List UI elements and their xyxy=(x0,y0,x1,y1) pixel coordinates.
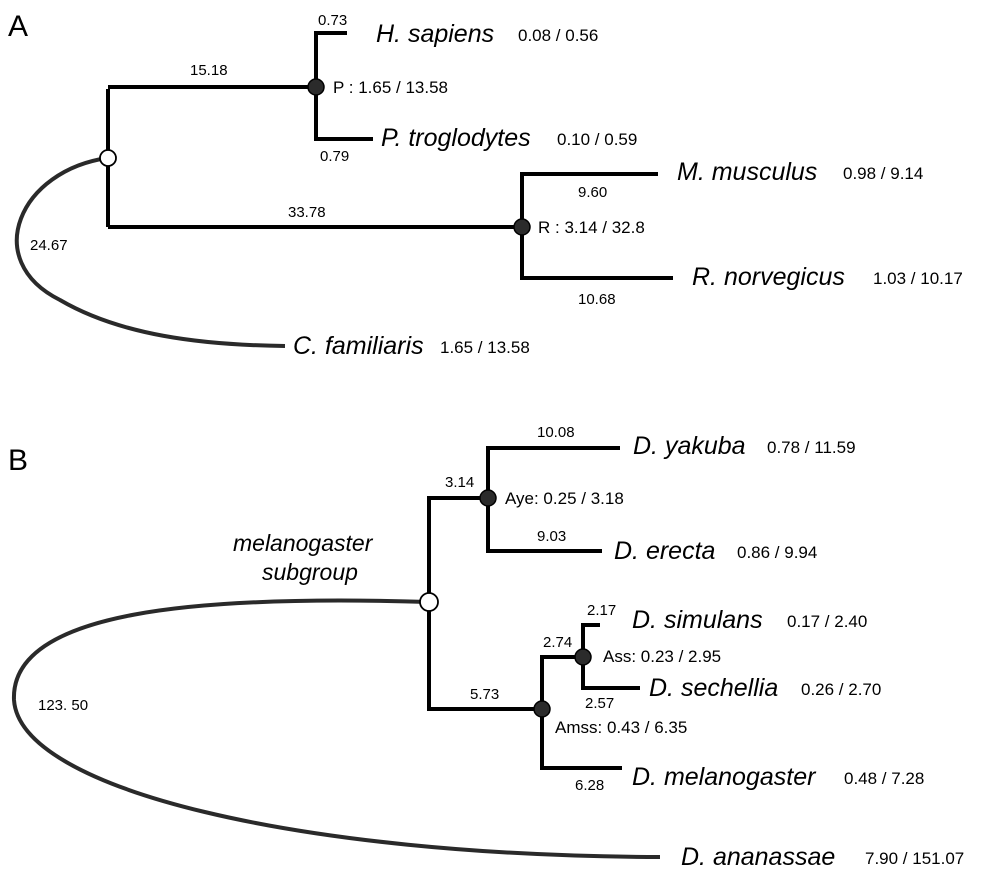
dog-branch xyxy=(14,156,286,348)
taxon-h-sapiens-stat: 0.08 / 0.56 xyxy=(518,26,598,45)
taxon-d-ananassae-stat: 7.90 / 151.07 xyxy=(865,849,964,868)
amss-stem-length: 5.73 xyxy=(470,686,499,703)
taxon-d-simulans-stat: 0.17 / 2.40 xyxy=(787,612,867,631)
taxon-d-melanogaster: D. melanogaster xyxy=(632,763,817,791)
panel-a: A 15.18 33.78 24.67 0.73 0.79 9.60 10.68… xyxy=(8,10,963,360)
ananassae-length: 123. 50 xyxy=(38,697,88,714)
yakuba-length: 10.08 xyxy=(537,424,575,441)
melanogaster-length: 6.28 xyxy=(575,777,604,794)
taxon-c-familiaris-stat: 1.65 / 13.58 xyxy=(440,338,530,357)
taxon-d-ananassae: D. ananassae xyxy=(681,843,835,871)
aye-node xyxy=(479,489,497,507)
taxon-d-yakuba: D. yakuba xyxy=(633,432,746,460)
melanogaster-subgroup-node xyxy=(419,592,439,612)
taxon-m-musculus-stat: 0.98 / 9.14 xyxy=(843,164,923,183)
taxon-d-melanogaster-stat: 0.48 / 7.28 xyxy=(844,769,924,788)
sechellia-length: 2.57 xyxy=(585,695,614,712)
rodent-stem-length: 33.78 xyxy=(288,204,326,221)
taxon-d-simulans: D. simulans xyxy=(632,606,763,634)
primate-node-label: P : 1.65 / 13.58 xyxy=(333,78,448,97)
panel-b-label: B xyxy=(8,444,28,477)
mouse-length: 9.60 xyxy=(578,184,607,201)
taxon-r-norvegicus: R. norvegicus xyxy=(692,263,845,291)
panel-b: B melanogaster subgroup 3.14 5.73 123. 5… xyxy=(8,424,964,871)
primate-stem-length: 15.18 xyxy=(190,62,228,79)
rat-length: 10.68 xyxy=(578,291,616,308)
ass-node xyxy=(574,648,592,666)
taxon-d-erecta: D. erecta xyxy=(614,537,716,565)
taxon-d-yakuba-stat: 0.78 / 11.59 xyxy=(767,438,856,457)
taxon-d-erecta-stat: 0.86 / 9.94 xyxy=(737,543,817,562)
amss-node xyxy=(533,700,551,718)
human-length: 0.73 xyxy=(318,12,347,29)
taxon-d-sechellia: D. sechellia xyxy=(649,674,778,702)
ass-node-label: Ass: 0.23 / 2.95 xyxy=(603,647,721,666)
taxon-r-norvegicus-stat: 1.03 / 10.17 xyxy=(873,269,963,288)
erecta-length: 9.03 xyxy=(537,528,566,545)
taxon-m-musculus: M. musculus xyxy=(677,158,817,186)
group-label-line1: melanogaster xyxy=(233,530,374,556)
panel-a-label: A xyxy=(8,10,28,43)
simulans-length: 2.17 xyxy=(587,602,616,619)
primate-node xyxy=(307,78,325,96)
aye-node-label: Aye: 0.25 / 3.18 xyxy=(505,489,624,508)
taxon-c-familiaris: C. familiaris xyxy=(293,332,424,360)
ass-stem-length: 2.74 xyxy=(543,634,572,651)
root-a-node xyxy=(99,149,117,167)
group-label-line2: subgroup xyxy=(262,559,358,585)
taxon-p-troglodytes-stat: 0.10 / 0.59 xyxy=(557,130,637,149)
chimp-length: 0.79 xyxy=(320,148,349,165)
dog-length: 24.67 xyxy=(30,237,68,254)
ananassae-branch xyxy=(11,598,661,859)
aye-stem-length: 3.14 xyxy=(445,474,474,491)
taxon-d-sechellia-stat: 0.26 / 2.70 xyxy=(801,680,881,699)
rodent-node xyxy=(513,218,531,236)
rodent-node-label: R : 3.14 / 32.8 xyxy=(538,218,645,237)
taxon-p-troglodytes: P. troglodytes xyxy=(381,124,531,152)
amss-node-label: Amss: 0.43 / 6.35 xyxy=(555,718,687,737)
taxon-h-sapiens: H. sapiens xyxy=(376,20,494,48)
